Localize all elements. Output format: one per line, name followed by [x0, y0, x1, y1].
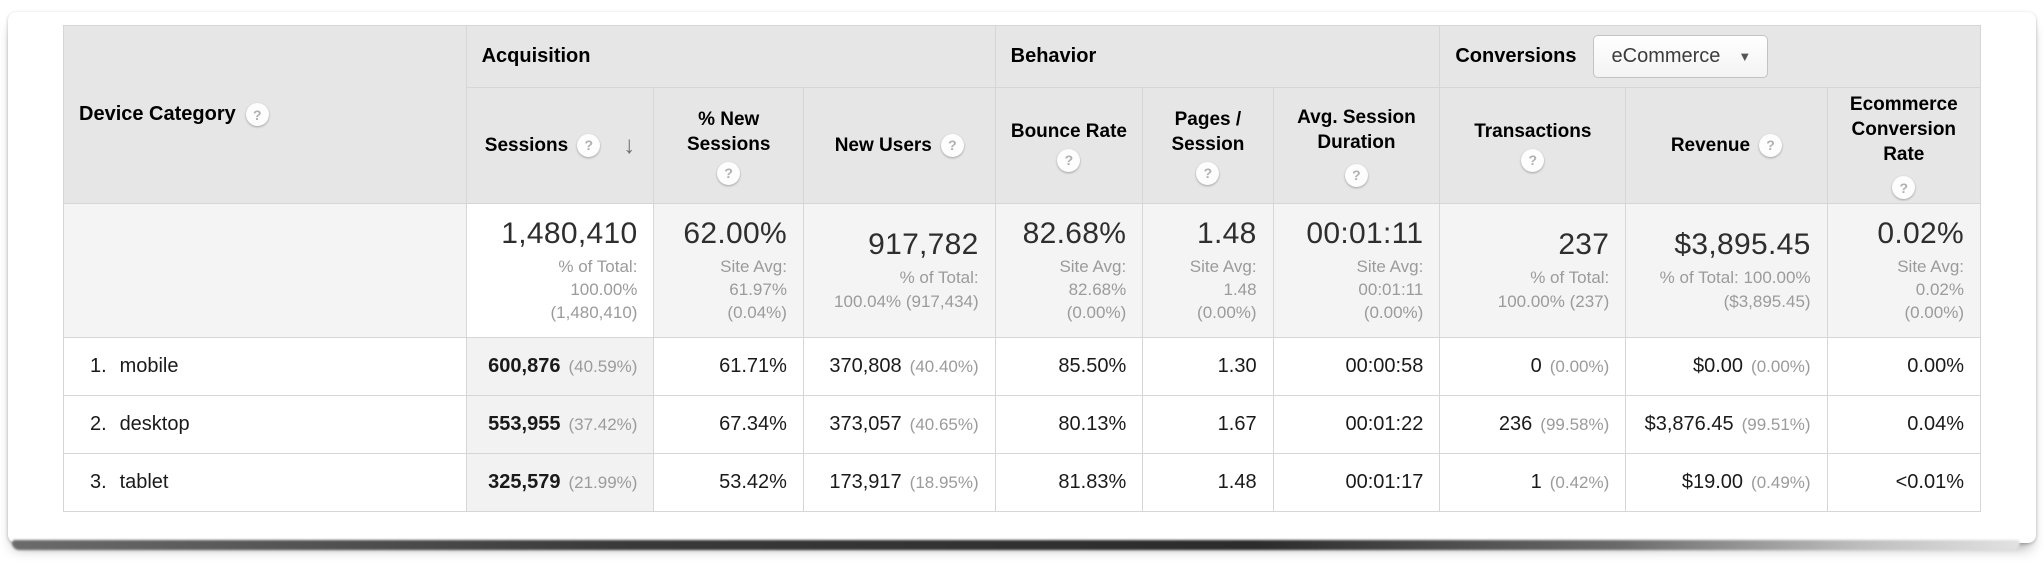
acquisition-label: Acquisition — [481, 45, 591, 67]
row-index: 1. — [90, 355, 107, 378]
help-icon[interactable]: ? — [717, 161, 741, 185]
help-icon[interactable]: ? — [577, 134, 601, 158]
cell-pages-session: 1.67 — [1142, 395, 1274, 455]
help-icon[interactable]: ? — [1521, 149, 1545, 173]
column-header-row: Sessions ? ↓ % New Sessions ? New Users … — [64, 86, 1982, 205]
cell-bounce-rate: 80.13% — [994, 395, 1144, 455]
device-category-table: Device Category ? Acquisition Behavior C… — [63, 24, 1982, 513]
help-icon[interactable]: ? — [1759, 134, 1783, 158]
cell-revenue: $3,876.45 (99.51%) — [1625, 395, 1828, 455]
cell-new-users: 173,917 (18.95%) — [802, 453, 996, 513]
column-header-pages-session[interactable]: Pages / Session ? — [1142, 86, 1274, 205]
cell-ecommerce-conversion-rate: <0.01% — [1826, 453, 1982, 513]
help-icon[interactable]: ? — [1892, 176, 1916, 200]
totals-ecommerce-conversion-rate: 0.02% Site Avg: 0.02% (0.00%) — [1826, 203, 1982, 339]
totals-bounce-rate: 82.68% Site Avg: 82.68% (0.00%) — [994, 203, 1144, 339]
cell-transactions: 0 (0.00%) — [1439, 337, 1627, 397]
help-icon[interactable]: ? — [245, 103, 269, 127]
conversions-label: Conversions — [1455, 45, 1577, 67]
cell-revenue: $19.00 (0.49%) — [1625, 453, 1828, 513]
device-name: desktop — [119, 413, 190, 436]
totals-pages-session: 1.48 Site Avg: 1.48 (0.00%) — [1142, 203, 1274, 339]
row-label-cell: 1. mobile — [63, 337, 467, 397]
column-header-avg-session-duration[interactable]: Avg. Session Duration ? — [1272, 86, 1441, 205]
help-icon[interactable]: ? — [1344, 163, 1368, 187]
group-header-acquisition: Acquisition — [465, 25, 996, 88]
cell-ecommerce-conversion-rate: 0.04% — [1826, 395, 1982, 455]
column-header-new-users[interactable]: New Users ? — [802, 86, 996, 205]
cell-transactions: 1 (0.42%) — [1439, 453, 1627, 513]
row-label-cell: 2. desktop — [63, 395, 467, 455]
column-header-device-category[interactable]: Device Category ? — [63, 24, 467, 205]
device-name: tablet — [119, 471, 169, 494]
cell-pages-session: 1.30 — [1142, 337, 1274, 397]
totals-avg-session-duration: 00:01:11 Site Avg: 00:01:11 (0.00%) — [1272, 203, 1441, 339]
column-header-transactions[interactable]: Transactions ? — [1439, 86, 1627, 205]
cell-new-sessions: 67.34% — [653, 395, 804, 455]
behavior-label: Behavior — [1010, 45, 1097, 67]
cell-ecommerce-conversion-rate: 0.00% — [1826, 337, 1982, 397]
group-header-row: Device Category ? Acquisition Behavior C… — [63, 24, 1981, 205]
cell-bounce-rate: 85.50% — [994, 337, 1144, 397]
cell-avg-session-duration: 00:00:58 — [1272, 337, 1441, 397]
group-header-conversions: Conversions eCommerce ▼ — [1439, 25, 1981, 88]
totals-transactions: 237 % of Total: 100.00% (237) — [1439, 203, 1627, 339]
table-row-tablet: 3. tablet 325,579 (21.99%) 53.42% 173,917… — [63, 453, 1982, 513]
column-header-bounce-rate[interactable]: Bounce Rate ? — [994, 86, 1144, 205]
table-row-desktop: 2. desktop 553,955 (37.42%) 67.34% 373,05… — [63, 395, 1982, 455]
totals-new-users: 917,782 % of Total: 100.04% (917,434) — [802, 203, 996, 339]
help-icon[interactable]: ? — [1057, 149, 1081, 173]
row-label-cell: 3. tablet — [63, 453, 467, 513]
row-index: 2. — [90, 413, 107, 436]
cell-new-sessions: 53.42% — [653, 453, 804, 513]
column-header-ecommerce-conversion-rate[interactable]: Ecommerce Conversion Rate ? — [1826, 86, 1982, 205]
cell-sessions: 325,579 (21.99%) — [465, 453, 655, 513]
sort-descending-icon[interactable]: ↓ — [623, 131, 636, 159]
cell-transactions: 236 (99.58%) — [1439, 395, 1627, 455]
totals-corner-cell — [63, 203, 467, 339]
column-header-new-sessions[interactable]: % New Sessions ? — [653, 86, 804, 205]
report-card: Device Category ? Acquisition Behavior C… — [8, 12, 2036, 543]
help-icon[interactable]: ? — [1196, 161, 1220, 185]
cell-bounce-rate: 81.83% — [994, 453, 1144, 513]
help-icon[interactable]: ? — [940, 134, 964, 158]
conversions-goal-dropdown[interactable]: eCommerce ▼ — [1592, 35, 1769, 78]
conversions-goal-selected: eCommerce — [1611, 45, 1721, 67]
device-category-label: Device Category — [79, 103, 236, 126]
totals-sessions: 1,480,410 % of Total: 100.00% (1,480,410… — [465, 203, 655, 339]
row-index: 3. — [90, 471, 107, 494]
group-header-behavior: Behavior — [994, 25, 1441, 88]
column-header-sessions[interactable]: Sessions ? ↓ — [465, 86, 655, 205]
totals-row: 1,480,410 % of Total: 100.00% (1,480,410… — [63, 203, 1982, 339]
cell-new-sessions: 61.71% — [653, 337, 804, 397]
totals-new-sessions: 62.00% Site Avg: 61.97% (0.04%) — [653, 203, 804, 339]
table-row-mobile: 1. mobile 600,876 (40.59%) 61.71% 370,808… — [63, 337, 1982, 397]
cell-new-users: 370,808 (40.40%) — [802, 337, 996, 397]
chevron-down-icon: ▼ — [1738, 49, 1752, 64]
cell-pages-session: 1.48 — [1142, 453, 1274, 513]
cell-sessions: 600,876 (40.59%) — [465, 337, 655, 397]
cell-avg-session-duration: 00:01:17 — [1272, 453, 1441, 513]
cell-avg-session-duration: 00:01:22 — [1272, 395, 1441, 455]
totals-revenue: $3,895.45 % of Total: 100.00% ($3,895.45… — [1625, 203, 1828, 339]
device-name: mobile — [119, 355, 179, 378]
cell-sessions: 553,955 (37.42%) — [465, 395, 655, 455]
card-bottom-shadow — [12, 540, 2020, 550]
cell-revenue: $0.00 (0.00%) — [1625, 337, 1828, 397]
column-header-revenue[interactable]: Revenue ? — [1625, 86, 1828, 205]
cell-new-users: 373,057 (40.65%) — [802, 395, 996, 455]
